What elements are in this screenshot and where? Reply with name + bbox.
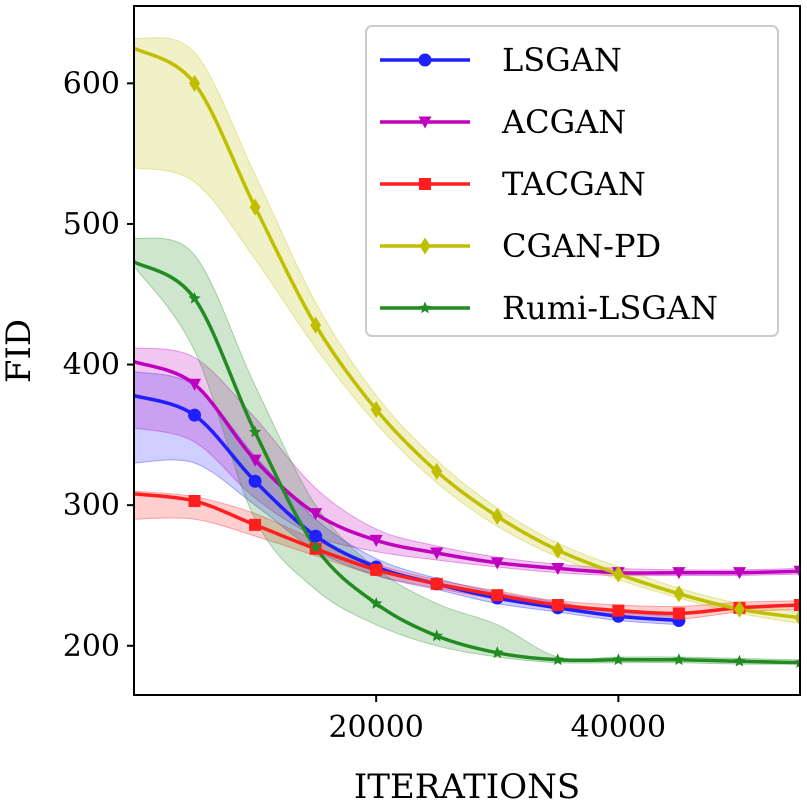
point-rumi-lsgan [491,646,504,659]
point-rumi-lsgan [612,653,625,666]
point-acgan [551,562,565,575]
point-acgan [672,567,686,580]
y-tick-label: 200 [63,629,120,664]
point-cgan-pd [612,565,624,583]
y-tick-label: 400 [63,348,120,383]
legend-marker-cgan-pd [419,237,431,255]
point-rumi-lsgan [248,425,262,438]
point-tacgan [370,563,383,576]
point-cgan-pd [189,74,201,92]
y-tick-label: 300 [63,488,120,523]
legend-label-acgan: ACGAN [501,103,626,141]
point-rumi-lsgan [672,653,686,666]
legend-marker-acgan [418,116,432,129]
y-tick-label: 600 [63,66,120,101]
point-lsgan [309,529,323,543]
series-markers [188,74,800,668]
y-tick-label: 500 [63,207,120,242]
legend-marker-rumi-lsgan [418,301,432,314]
point-acgan [309,508,323,521]
point-cgan-pd [552,541,564,559]
point-cgan-pd [431,462,443,480]
y-axis-ticks: 200 300 400 500 600 [63,66,134,664]
legend: LSGAN ACGAN TACGAN CGAN-PD Rumi-LSGAN [365,25,779,337]
point-rumi-lsgan [430,629,443,642]
line-lsgan [134,393,680,623]
point-lsgan [248,474,262,488]
point-acgan [430,547,444,560]
point-rumi-lsgan [551,653,564,666]
legend-label-lsgan: LSGAN [502,41,622,79]
plot-frame [133,5,801,696]
point-rumi-lsgan [188,292,201,304]
point-cgan-pd [249,198,261,216]
legend-label-tacgan: TACGAN [502,165,646,203]
point-acgan [369,534,383,547]
point-tacgan [612,604,625,617]
point-tacgan [794,599,800,612]
legend-label-cgan-pd: CGAN-PD [502,227,661,265]
point-acgan [248,454,262,467]
x-axis-label: ITERATIONS [354,767,580,805]
point-acgan [793,565,800,578]
point-tacgan [672,607,685,620]
point-cgan-pd [733,600,745,618]
point-tacgan [551,599,564,612]
x-tick-label: 40000 [571,710,666,745]
point-tacgan [430,577,443,590]
point-tacgan [249,518,262,531]
point-cgan-pd [310,316,322,334]
point-lsgan [188,408,202,422]
point-cgan-pd [370,401,382,419]
legend-box [365,25,779,337]
point-tacgan [491,589,504,602]
point-acgan [732,567,746,580]
point-cgan-pd [794,609,800,627]
point-rumi-lsgan [733,654,746,667]
band-cgan-pd [134,37,800,624]
legend-marker-tacgan [419,178,431,190]
point-rumi-lsgan [309,540,322,553]
legend-label-rumi-lsgan: Rumi-LSGAN [502,289,718,327]
point-acgan [188,378,202,391]
band-acgan [134,347,800,577]
x-tick-label: 20000 [328,710,423,745]
point-cgan-pd [491,507,503,525]
point-rumi-lsgan [370,597,383,609]
point-tacgan [188,494,201,507]
x-axis-ticks: 20000 40000 [328,695,666,745]
y-axis-label: FID [0,319,39,383]
point-cgan-pd [673,585,685,603]
point-rumi-lsgan [793,656,800,668]
point-acgan [490,557,504,570]
legend-marker-lsgan [418,53,432,67]
